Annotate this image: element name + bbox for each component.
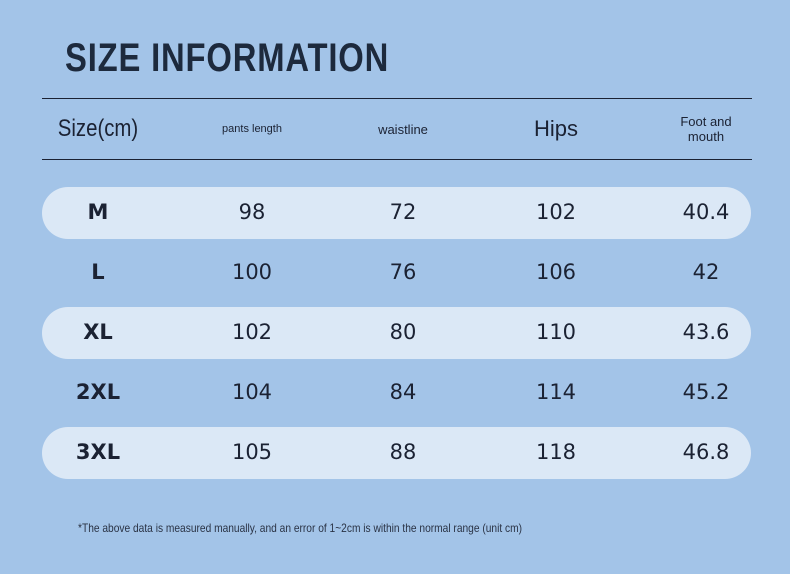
- table-cell: 72: [389, 200, 417, 224]
- table-cell: 114: [535, 380, 577, 404]
- table-cell: 84: [389, 380, 417, 404]
- table-cell: 104: [231, 380, 273, 404]
- table-cell: 102: [535, 200, 577, 224]
- table-cell: 2XL: [75, 380, 121, 404]
- table-cell: 45.2: [682, 380, 730, 404]
- table-cell: 80: [389, 320, 417, 344]
- table-cell: XL: [83, 320, 113, 344]
- table-cell: L: [91, 260, 105, 284]
- table-row: [42, 187, 751, 239]
- table-cell: 76: [389, 260, 417, 284]
- title: SIZE INFORMATION: [65, 36, 390, 80]
- table-cell: 42: [692, 260, 720, 284]
- table-cell: 98: [238, 200, 266, 224]
- table-cell: 88: [389, 440, 417, 464]
- table-cell: 3XL: [75, 440, 121, 464]
- table-cell: 110: [535, 320, 577, 344]
- rule: [42, 98, 752, 99]
- table-cell: 106: [535, 260, 577, 284]
- table-cell: 40.4: [682, 200, 730, 224]
- table-cell: 46.8: [682, 440, 730, 464]
- column-header: Size(cm): [57, 115, 139, 142]
- column-header: Hips: [533, 116, 578, 141]
- table-cell: M: [87, 200, 109, 224]
- footnote: *The above data is measured manually, an…: [78, 521, 523, 535]
- table-cell: 102: [231, 320, 273, 344]
- column-header: pants length: [222, 123, 282, 135]
- table-cell: 118: [535, 440, 577, 464]
- column-header: waistline: [378, 121, 428, 137]
- rule: [42, 159, 752, 160]
- table-cell: 100: [231, 260, 273, 284]
- table-row: [42, 427, 751, 479]
- table-cell: 43.6: [682, 320, 730, 344]
- table-cell: 105: [231, 440, 273, 464]
- table-row: [42, 307, 751, 359]
- column-header: Foot and mouth: [680, 114, 732, 144]
